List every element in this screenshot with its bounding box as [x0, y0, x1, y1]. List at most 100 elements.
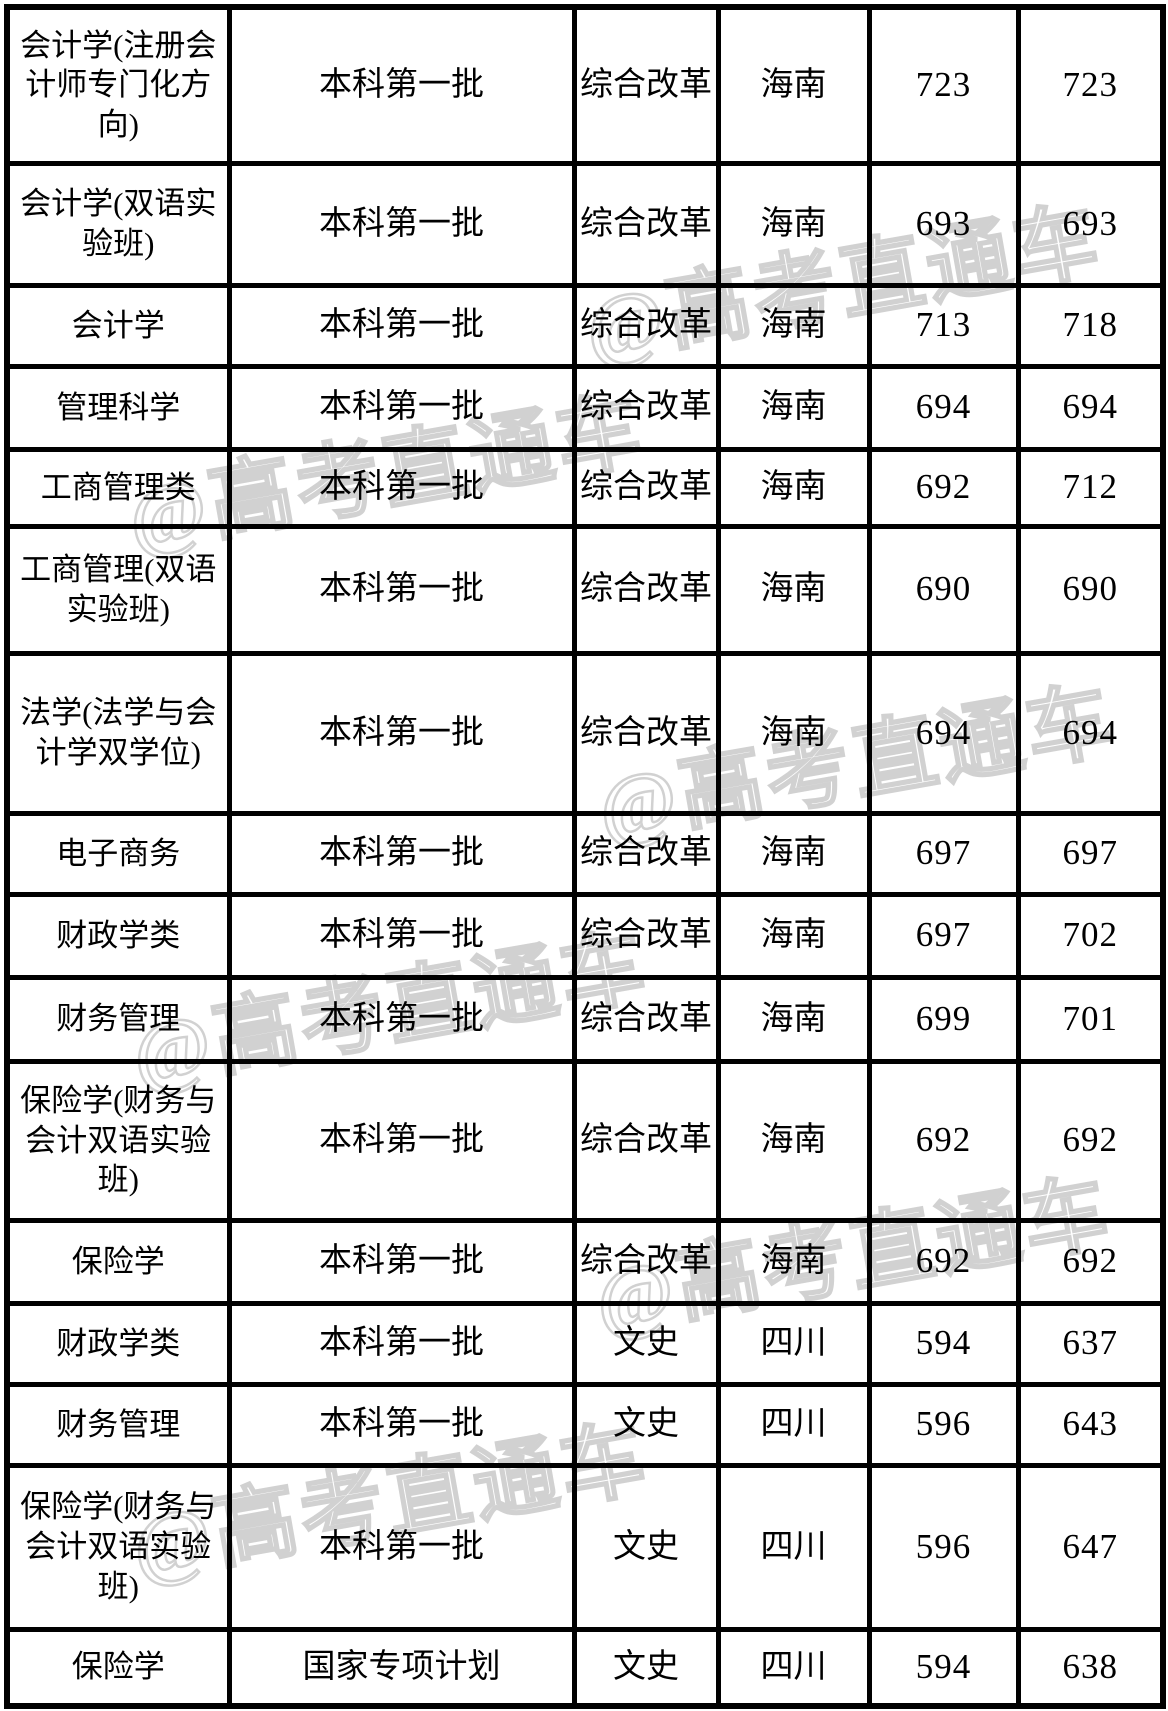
cell-major: 会计学	[4, 282, 232, 369]
cell-batch: 本科第一批	[226, 1300, 577, 1387]
cell-batch: 本科第一批	[226, 1381, 577, 1468]
cell-subject-type: 综合改革	[571, 891, 721, 980]
cell-score-1: 693	[866, 160, 1021, 288]
cell-score-2: 701	[1015, 974, 1166, 1064]
cell-province: 海南	[715, 810, 872, 897]
table-row: 财政学类 本科第一批 综合改革 海南 697 702	[4, 891, 1166, 980]
admission-score-table: 会计学(注册会 计师专门化方 向) 本科第一批 综合改革 海南 723 723 …	[4, 4, 1166, 1709]
table-row: 会计学 本科第一批 综合改革 海南 713 718	[4, 282, 1166, 369]
cell-subject-type: 文史	[571, 1381, 721, 1468]
cell-score-2: 694	[1015, 363, 1166, 452]
cell-score-2: 690	[1015, 523, 1166, 656]
cell-subject-type: 综合改革	[571, 363, 721, 452]
cell-province: 海南	[715, 1058, 872, 1223]
cell-score-2: 638	[1015, 1626, 1166, 1709]
cell-score-2: 694	[1015, 650, 1166, 816]
table-row: 法学(法学与会 计学双学位) 本科第一批 综合改革 海南 694 694	[4, 650, 1166, 816]
cell-score-2: 718	[1015, 282, 1166, 369]
cell-score-1: 713	[866, 282, 1021, 369]
cell-score-1: 596	[866, 1462, 1021, 1632]
table-row: 保险学 国家专项计划 文史 四川 594 638	[4, 1626, 1166, 1709]
table-row: 财政学类 本科第一批 文史 四川 594 637	[4, 1300, 1166, 1387]
cell-major: 管理科学	[4, 363, 232, 452]
cell-province: 四川	[715, 1462, 872, 1632]
cell-batch: 本科第一批	[226, 974, 577, 1064]
cell-subject-type: 文史	[571, 1300, 721, 1387]
cell-score-2: 697	[1015, 810, 1166, 897]
cell-score-2: 692	[1015, 1058, 1166, 1223]
cell-subject-type: 综合改革	[571, 4, 721, 166]
score-table-body: 会计学(注册会 计师专门化方 向) 本科第一批 综合改革 海南 723 723 …	[4, 4, 1166, 1709]
table-row: 会计学(注册会 计师专门化方 向) 本科第一批 综合改革 海南 723 723	[4, 4, 1166, 166]
cell-major: 法学(法学与会 计学双学位)	[4, 650, 232, 816]
cell-province: 海南	[715, 650, 872, 816]
cell-score-1: 690	[866, 523, 1021, 656]
cell-major: 保险学	[4, 1626, 232, 1709]
cell-score-1: 723	[866, 4, 1021, 166]
cell-subject-type: 综合改革	[571, 810, 721, 897]
table-row: 电子商务 本科第一批 综合改革 海南 697 697	[4, 810, 1166, 897]
cell-province: 四川	[715, 1626, 872, 1709]
cell-province: 海南	[715, 1217, 872, 1306]
cell-score-1: 594	[866, 1626, 1021, 1709]
cell-major: 财政学类	[4, 1300, 232, 1387]
cell-province: 海南	[715, 891, 872, 980]
cell-score-2: 692	[1015, 1217, 1166, 1306]
cell-major: 财政学类	[4, 891, 232, 980]
cell-subject-type: 综合改革	[571, 160, 721, 288]
cell-subject-type: 综合改革	[571, 650, 721, 816]
cell-batch: 本科第一批	[226, 4, 577, 166]
cell-score-2: 693	[1015, 160, 1166, 288]
cell-major: 财务管理	[4, 1381, 232, 1468]
cell-batch: 本科第一批	[226, 810, 577, 897]
cell-subject-type: 文史	[571, 1626, 721, 1709]
cell-score-1: 692	[866, 446, 1021, 529]
cell-score-1: 596	[866, 1381, 1021, 1468]
cell-score-1: 697	[866, 891, 1021, 980]
cell-score-1: 697	[866, 810, 1021, 897]
cell-subject-type: 综合改革	[571, 974, 721, 1064]
cell-score-2: 723	[1015, 4, 1166, 166]
cell-major: 工商管理(双语 实验班)	[4, 523, 232, 656]
table-row: 财务管理 本科第一批 文史 四川 596 643	[4, 1381, 1166, 1468]
table-row: 财务管理 本科第一批 综合改革 海南 699 701	[4, 974, 1166, 1064]
table-row: 保险学 本科第一批 综合改革 海南 692 692	[4, 1217, 1166, 1306]
cell-score-2: 702	[1015, 891, 1166, 980]
cell-score-2: 647	[1015, 1462, 1166, 1632]
cell-batch: 本科第一批	[226, 363, 577, 452]
cell-batch: 本科第一批	[226, 1058, 577, 1223]
cell-score-2: 637	[1015, 1300, 1166, 1387]
cell-score-1: 692	[866, 1058, 1021, 1223]
table-row: 保险学(财务与 会计双语实验 班) 本科第一批 文史 四川 596 647	[4, 1462, 1166, 1632]
cell-score-2: 643	[1015, 1381, 1166, 1468]
table-row: 管理科学 本科第一批 综合改革 海南 694 694	[4, 363, 1166, 452]
cell-subject-type: 综合改革	[571, 1058, 721, 1223]
cell-province: 海南	[715, 363, 872, 452]
cell-batch: 本科第一批	[226, 160, 577, 288]
cell-score-1: 699	[866, 974, 1021, 1064]
cell-batch: 本科第一批	[226, 446, 577, 529]
cell-score-1: 694	[866, 650, 1021, 816]
cell-score-1: 692	[866, 1217, 1021, 1306]
cell-subject-type: 综合改革	[571, 446, 721, 529]
cell-batch: 本科第一批	[226, 523, 577, 656]
cell-province: 海南	[715, 282, 872, 369]
cell-province: 海南	[715, 974, 872, 1064]
cell-batch: 国家专项计划	[226, 1626, 577, 1709]
table-row: 工商管理(双语 实验班) 本科第一批 综合改革 海南 690 690	[4, 523, 1166, 656]
cell-batch: 本科第一批	[226, 650, 577, 816]
cell-province: 四川	[715, 1300, 872, 1387]
cell-subject-type: 综合改革	[571, 1217, 721, 1306]
cell-batch: 本科第一批	[226, 282, 577, 369]
cell-subject-type: 综合改革	[571, 282, 721, 369]
cell-batch: 本科第一批	[226, 1462, 577, 1632]
cell-province: 海南	[715, 4, 872, 166]
cell-subject-type: 综合改革	[571, 523, 721, 656]
cell-province: 四川	[715, 1381, 872, 1468]
cell-major: 保险学	[4, 1217, 232, 1306]
cell-batch: 本科第一批	[226, 891, 577, 980]
table-row: 会计学(双语实 验班) 本科第一批 综合改革 海南 693 693	[4, 160, 1166, 288]
cell-major: 会计学(双语实 验班)	[4, 160, 232, 288]
cell-batch: 本科第一批	[226, 1217, 577, 1306]
